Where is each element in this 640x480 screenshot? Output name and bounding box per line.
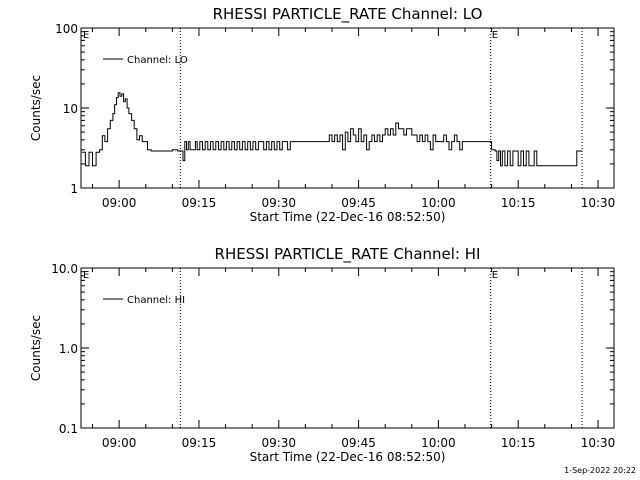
x-axis-label: Start Time (22-Dec-16 08:52:50) bbox=[250, 210, 446, 224]
x-tick-label: 09:15 bbox=[182, 196, 217, 210]
x-tick-label: 10:00 bbox=[421, 196, 456, 210]
x-tick-label: 09:00 bbox=[102, 436, 137, 450]
chart-title: RHESSI PARTICLE_RATE Channel: HI bbox=[215, 245, 481, 264]
x-tick-label: 10:30 bbox=[581, 436, 616, 450]
y-tick-label: 10 bbox=[63, 102, 78, 116]
y-tick-label: 0.1 bbox=[59, 422, 78, 436]
y-tick-label: 1.0 bbox=[59, 342, 78, 356]
vertical-marker-label: E bbox=[492, 30, 498, 41]
x-tick-label: 09:00 bbox=[102, 196, 137, 210]
corner-marker-label: E bbox=[83, 30, 89, 41]
legend-label: Channel: LO bbox=[127, 55, 188, 66]
x-tick-label: 10:15 bbox=[501, 436, 536, 450]
x-tick-label: 09:45 bbox=[341, 196, 376, 210]
chart-panel-1: RHESSI PARTICLE_RATE Channel: LO 1 10 100 Co… bbox=[29, 5, 615, 224]
chart-panel-2: RHESSI PARTICLE_RATE Channel: HI 0.1 1.0 10… bbox=[29, 245, 615, 464]
y-axis-label: Counts/sec bbox=[29, 75, 43, 141]
vertical-marker-label: E bbox=[492, 270, 498, 281]
x-tick-label: 10:30 bbox=[581, 196, 616, 210]
legend-label: Channel: HI bbox=[127, 295, 185, 306]
y-axis-label: Counts/sec bbox=[29, 315, 43, 381]
x-tick-label: 09:45 bbox=[341, 436, 376, 450]
x-tick-label: 10:00 bbox=[421, 436, 456, 450]
chart-title: RHESSI PARTICLE_RATE Channel: LO bbox=[213, 5, 483, 24]
x-tick-label: 09:15 bbox=[182, 436, 217, 450]
y-tick-label: 1 bbox=[70, 182, 78, 196]
plot-frame bbox=[80, 267, 615, 429]
y-tick-label: 10.0 bbox=[51, 262, 78, 276]
x-tick-label: 09:30 bbox=[261, 196, 296, 210]
plot-timestamp: 1-Sep-2022 20:22 bbox=[564, 466, 636, 475]
x-axis-label: Start Time (22-Dec-16 08:52:50) bbox=[250, 450, 446, 464]
corner-marker-label: E bbox=[83, 270, 89, 281]
y-tick-label: 100 bbox=[55, 22, 78, 36]
series-line bbox=[81, 92, 583, 167]
x-tick-label: 10:15 bbox=[501, 196, 536, 210]
x-tick-label: 09:30 bbox=[261, 436, 296, 450]
